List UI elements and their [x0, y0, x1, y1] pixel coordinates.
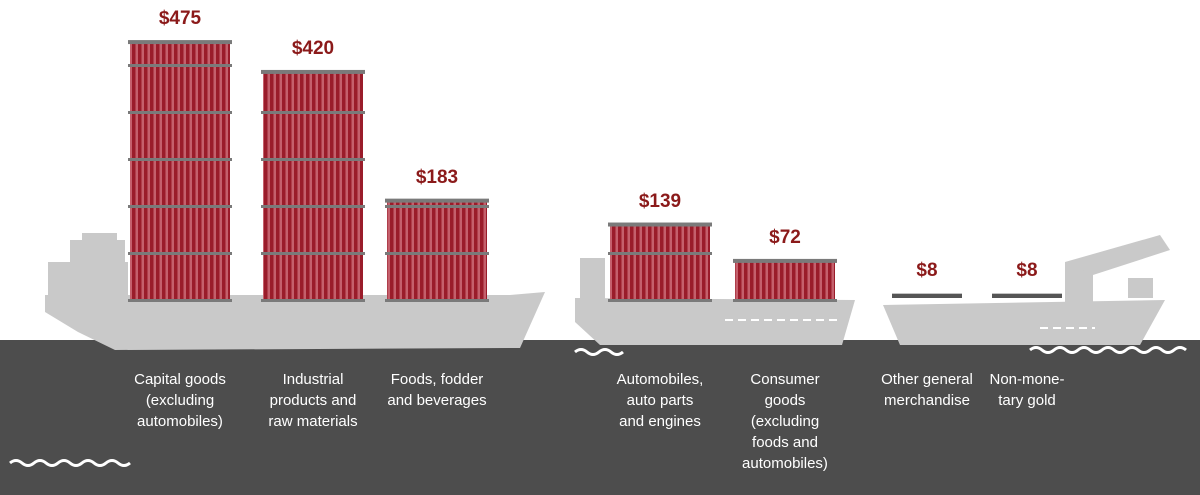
bar: [610, 225, 710, 300]
container-edge: [385, 299, 489, 302]
value-label: $183: [387, 167, 487, 189]
value-label: $8: [977, 260, 1077, 282]
container-edge: [261, 70, 365, 74]
category-label: Non-mone- tary gold: [957, 369, 1097, 411]
container-edge: [733, 299, 837, 302]
bar: [892, 294, 962, 298]
bar: [387, 201, 487, 300]
category-label: Foods, fodder and beverages: [367, 369, 507, 411]
container-edge: [128, 64, 232, 67]
value-label: $420: [263, 38, 363, 60]
container-edge: [261, 299, 365, 302]
bar: [130, 42, 230, 300]
category-label: Capital goods (excluding automobiles): [110, 369, 250, 432]
container-edge: [385, 199, 489, 203]
container-edge: [128, 111, 232, 114]
value-label: $72: [735, 227, 835, 249]
value-label: $475: [130, 8, 230, 30]
bar: [263, 72, 363, 300]
bar: [735, 261, 835, 300]
container-edge: [128, 158, 232, 161]
container-edge: [261, 205, 365, 208]
value-label: $139: [610, 191, 710, 213]
category-label: Automobiles, auto parts and engines: [590, 369, 730, 432]
container-edge: [128, 252, 232, 255]
container-edge: [733, 259, 837, 263]
container-edge: [385, 252, 489, 255]
container-edge: [128, 299, 232, 302]
container-edge: [261, 252, 365, 255]
infographic: $475 Capital goods (excluding automobiles…: [0, 0, 1200, 495]
bar: [992, 294, 1062, 298]
container-edge: [608, 252, 712, 255]
category-label: Industrial products and raw materials: [243, 369, 383, 432]
container-edge: [608, 223, 712, 227]
container-edge: [128, 40, 232, 44]
ship-3: [883, 235, 1170, 345]
container-edge: [128, 205, 232, 208]
container-edge: [261, 111, 365, 114]
container-edge: [385, 205, 489, 208]
container-edge: [261, 158, 365, 161]
category-label: Consumer goods (excluding foods and auto…: [715, 369, 855, 474]
container-edge: [608, 299, 712, 302]
value-label: $8: [877, 260, 977, 282]
